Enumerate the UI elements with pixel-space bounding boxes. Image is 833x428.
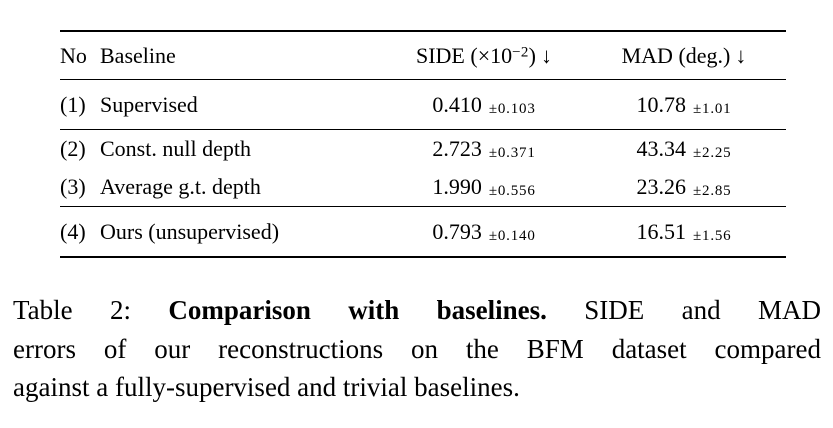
caption-label: Table 2: — [13, 295, 131, 325]
side-value-cell: 0.410 ±0.103 — [386, 80, 582, 130]
table-row-average-gt-depth: (3) Average g.t. depth 1.990 ±0.556 23.26… — [60, 168, 786, 207]
side-stddev: ±0.103 — [488, 100, 536, 117]
caption-line-3: against a fully-supervised and trivial b… — [13, 372, 520, 402]
baseline-name: Ours (unsupervised) — [100, 218, 280, 244]
side-value: 0.410 — [432, 91, 482, 117]
down-arrow-icon: ↓ — [541, 42, 552, 68]
mad-header-text: MAD (deg.) — [621, 42, 731, 68]
table-caption: Table 2: Comparison with baselines. SIDE… — [13, 291, 821, 407]
side-stddev: ±0.140 — [488, 227, 536, 244]
side-value-cell: 1.990 ±0.556 — [386, 168, 582, 207]
side-value-cell: 2.723 ±0.371 — [386, 130, 582, 169]
down-arrow-icon: ↓ — [735, 42, 747, 68]
mad-value: 10.78 — [636, 91, 687, 117]
side-value: 1.990 — [432, 174, 482, 199]
table-row-ours-unsupervised: (4) Ours (unsupervised) 0.793 ±0.140 16.5… — [60, 207, 786, 258]
baseline-name: Supervised — [100, 91, 198, 117]
side-value-cell: 0.793 ±0.140 — [386, 207, 582, 258]
mad-value-cell: 10.78 ±1.01 — [582, 80, 786, 130]
side-header-close: ) — [528, 42, 536, 68]
mad-value-cell: 16.51 ±1.56 — [582, 207, 786, 258]
table-row-const-null-depth: (2) Const. null depth 2.723 ±0.371 43.34 ±… — [60, 130, 786, 169]
mad-value-cell: 23.26 ±2.85 — [582, 168, 786, 207]
baseline-name: Average g.t. depth — [100, 174, 261, 199]
col-header-side: SIDE (×10−2) ↓ — [386, 30, 582, 80]
mad-value-cell: 43.34 ±2.25 — [582, 130, 786, 169]
table-row-supervised: (1) Supervised 0.410 ±0.103 10.78 ±1.01 — [60, 80, 786, 130]
col-header-no: No — [60, 30, 100, 80]
row-number: (2) — [60, 136, 86, 161]
col-header-mad: MAD (deg.) ↓ — [582, 30, 786, 80]
mad-value: 43.34 — [636, 136, 687, 161]
caption-line-2: errors of our reconstructions on the BFM… — [13, 333, 821, 364]
side-value: 2.723 — [432, 136, 482, 161]
caption-title-bold: Comparison with baselines. — [168, 295, 547, 325]
mad-stddev: ±2.25 — [693, 145, 732, 161]
results-table: No Baseline SIDE (×10−2) ↓ MAD (deg.) ↓ (1… — [60, 30, 786, 258]
row-number: (1) — [60, 91, 86, 117]
side-header-text: SIDE (×10 — [415, 42, 513, 68]
mad-value: 16.51 — [636, 218, 687, 244]
baseline-name: Const. null depth — [100, 136, 251, 161]
mad-stddev: ±1.56 — [693, 227, 732, 244]
caption-line-1: Table 2: Comparison with baselines. SIDE… — [13, 291, 821, 330]
side-stddev: ±0.371 — [488, 145, 536, 161]
side-value: 0.793 — [432, 218, 482, 244]
mad-stddev: ±2.85 — [693, 183, 732, 199]
side-header-exponent: −2 — [512, 43, 529, 60]
table-header-row: No Baseline SIDE (×10−2) ↓ MAD (deg.) ↓ — [60, 30, 786, 80]
side-stddev: ±0.556 — [488, 183, 536, 199]
col-header-baseline: Baseline — [100, 30, 386, 80]
mad-value: 23.26 — [636, 174, 687, 199]
caption-line-1-rest: SIDE and MAD — [584, 295, 821, 325]
row-number: (3) — [60, 174, 86, 199]
row-number: (4) — [60, 218, 86, 244]
mad-stddev: ±1.01 — [693, 100, 732, 117]
